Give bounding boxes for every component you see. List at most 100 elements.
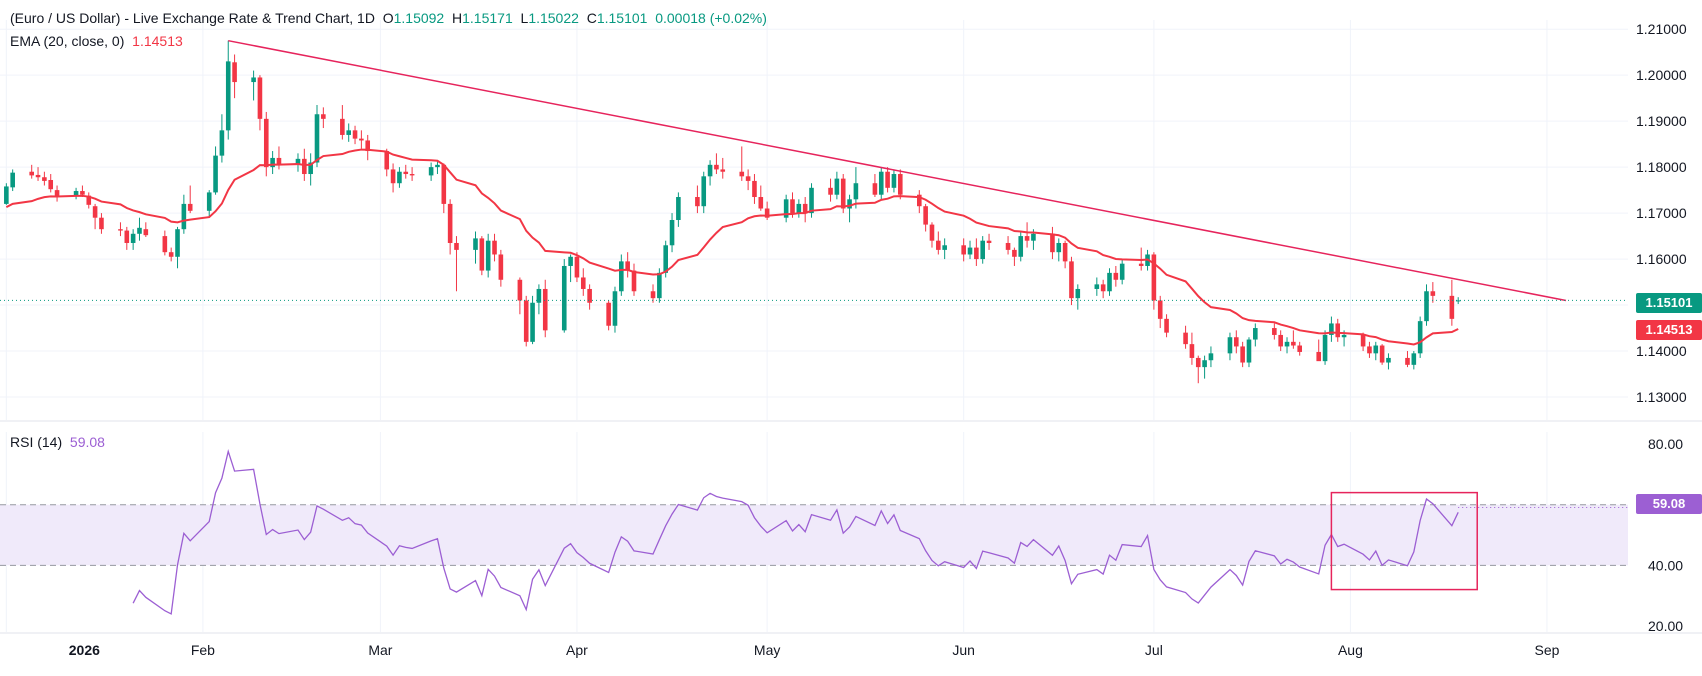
candle-body [390,169,396,184]
candle-body [346,130,351,135]
rsi-band [0,504,1628,566]
candle [1411,351,1417,370]
candle [359,130,364,149]
candle-body [257,77,263,119]
close-value: 1.15101 [596,10,648,26]
candle [86,192,92,209]
candle [225,40,231,140]
candle-body [99,217,104,230]
candle [523,295,529,347]
candle [758,185,764,211]
candle [980,236,985,264]
symbol-title[interactable]: (Euro / US Dollar) - Live Exchange Rate … [10,10,375,26]
candle-body [669,220,675,246]
candle-body [891,174,897,188]
candle [695,185,700,214]
time-tick-label: Jul [1145,642,1163,658]
candle-body [1031,233,1036,241]
candle [809,183,814,218]
candle-body [523,300,529,342]
rsi-legend[interactable]: RSI (14) 59.08 [10,434,105,450]
candle [276,146,282,170]
candle-body [561,265,567,331]
candle-body [929,224,935,241]
candle-body [295,158,301,165]
candle-body [631,270,637,292]
candle-body [720,169,726,172]
candle-body [263,118,269,168]
candle-body [707,164,713,177]
candle-body [764,208,770,218]
candle-body [175,229,180,257]
candle-body [365,140,371,152]
candle [10,169,15,192]
candle [1417,316,1423,358]
candle-body [1138,263,1144,266]
candle-body [4,186,9,204]
candle [251,70,256,101]
candle [118,222,123,237]
candle-body [580,277,586,289]
candle-body [1316,351,1322,362]
candle-body [206,192,212,211]
candle [1208,346,1214,368]
candle [187,185,193,214]
candle-body [1417,321,1423,354]
candle-body [1094,284,1100,289]
candle [1424,284,1429,326]
candle [409,167,415,181]
candle-body [1075,288,1081,299]
candle [1297,341,1302,356]
ema-line [5,148,1459,346]
candle [612,286,618,333]
candle [181,194,187,234]
candle-body [225,61,231,131]
candle [1202,355,1207,379]
candle-body [961,245,966,255]
candle-body [308,162,313,175]
candle-body [1405,357,1410,365]
price-tick-label: 1.17000 [1636,205,1687,221]
candle-body [758,197,764,209]
high-value: 1.15171 [462,10,513,26]
candle [263,111,269,177]
candle-body [536,288,542,303]
candle-body [840,178,846,209]
candle [1189,332,1195,365]
candle [99,213,104,234]
candle [175,226,180,269]
rsi-highlight-box [1330,491,1478,591]
candle-body [1240,346,1245,363]
candle-body [1151,254,1157,301]
candle-body [897,174,903,195]
candle-body [936,240,941,250]
candle-body [409,174,415,176]
close-label: C [586,10,597,26]
candle-body [828,187,833,195]
candle [1278,330,1283,352]
candle-body [168,252,174,257]
candle [1405,351,1410,368]
candle [1322,330,1328,365]
time-tick-label: Aug [1338,642,1363,658]
candle [492,233,497,262]
candle [1151,252,1157,310]
candle-body [650,291,656,299]
candle-body [1234,337,1239,347]
candle [384,148,390,177]
candle [650,284,656,303]
candle-body [1253,328,1258,340]
candle-body [1012,249,1017,257]
candle-body [612,291,618,326]
candle-body [80,191,85,195]
candle-body [619,261,624,292]
candle-body [574,256,580,278]
candle [1455,297,1461,305]
candle-body [321,114,326,119]
candle-body [834,178,840,195]
candle [1069,256,1074,306]
candle [834,171,840,200]
candle [580,268,586,296]
ema-legend[interactable]: EMA (20, close, 0) 1.14513 [10,33,183,49]
